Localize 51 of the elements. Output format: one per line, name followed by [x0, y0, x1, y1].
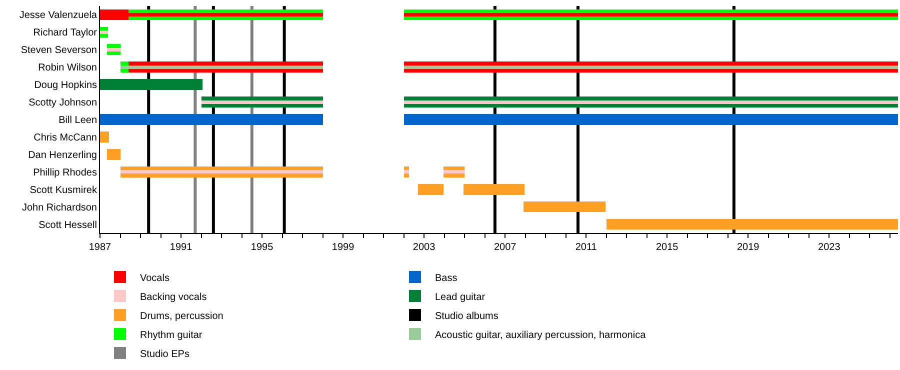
legend-label: Rhythm guitar — [140, 330, 203, 341]
legend-label: Bass — [435, 272, 458, 284]
x-tick-label: 1991 — [170, 242, 193, 253]
y-tick-label: Dan Henzerling — [28, 150, 97, 161]
x-tick-label: 2015 — [656, 242, 679, 253]
x-tick-label: 2019 — [736, 242, 760, 253]
legend-label: Drums, percussion — [140, 310, 224, 322]
y-tick-label: Scott Hessell — [38, 220, 97, 231]
y-tick-label: Scott Kusmirek — [30, 184, 98, 196]
x-tick-label: 2023 — [818, 242, 841, 253]
legend-label: Vocals — [140, 272, 170, 284]
bar — [107, 48, 120, 52]
bar — [523, 201, 606, 212]
bar — [100, 132, 110, 142]
x-tick-label: 2003 — [412, 242, 436, 253]
bar — [120, 170, 323, 174]
bar — [100, 114, 323, 125]
bar — [100, 79, 202, 90]
y-tick-label: John Richardson — [22, 202, 97, 214]
y-tick-label: Richard Taylor — [33, 28, 98, 39]
y-tick-label: Bill Leen — [58, 115, 97, 126]
y-tick-label: Jesse Valenzuela — [19, 10, 98, 22]
bar — [464, 184, 524, 195]
bar — [443, 170, 465, 174]
legend-label: Acoustic guitar, auxiliary percussion, harmonica — [435, 330, 646, 341]
bar — [404, 170, 409, 174]
y-tick-label: Scotty Johnson — [28, 98, 97, 109]
legend-label: Studio albums — [435, 310, 498, 322]
bar — [100, 30, 108, 34]
x-tick-label: 2011 — [575, 242, 598, 253]
x-tick-label: 1995 — [250, 242, 274, 253]
y-tick-label: Robin Wilson — [38, 62, 97, 74]
bar — [404, 12, 898, 16]
x-tick-label: 2007 — [494, 242, 517, 253]
bar — [606, 218, 898, 230]
y-tick-label: Doug Hopkins — [34, 80, 97, 92]
bar — [107, 149, 120, 160]
x-tick-label: 1987 — [88, 242, 112, 253]
bar — [120, 65, 323, 69]
bar — [201, 100, 323, 104]
legend-label: Lead guitar — [435, 292, 486, 303]
bar — [418, 184, 444, 195]
bar — [404, 114, 898, 125]
y-tick-label: Chris McCann — [34, 132, 97, 144]
x-tick-label: 1999 — [332, 242, 355, 253]
bar — [404, 100, 898, 104]
y-tick-label: Phillip Rhodes — [33, 167, 97, 178]
y-tick-label: Steven Severson — [20, 45, 97, 56]
bar — [404, 65, 898, 69]
legend-label: Backing vocals — [140, 292, 207, 303]
legend-label: Studio EPs — [140, 348, 190, 360]
